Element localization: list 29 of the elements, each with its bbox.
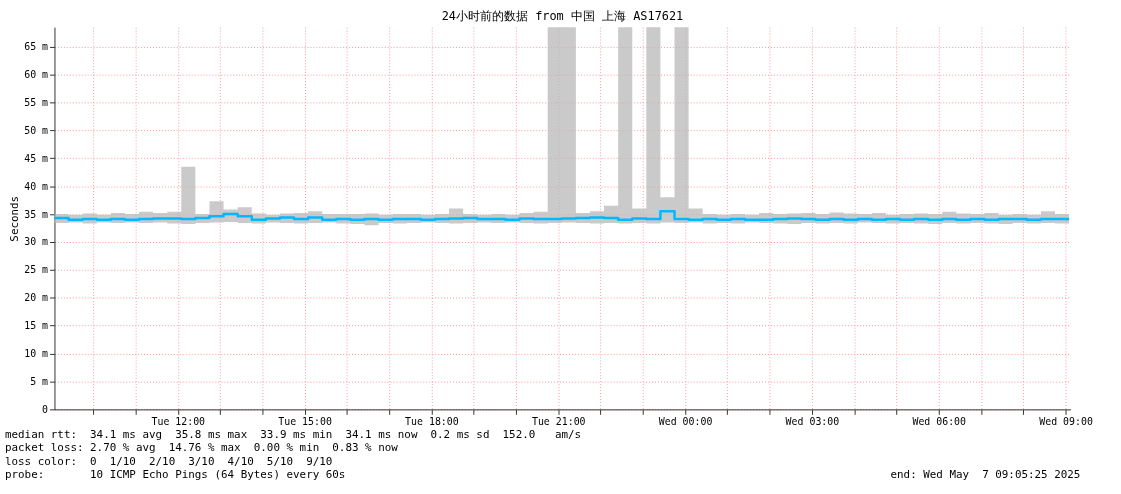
x-tick-label: Tue 12:00 <box>151 415 206 427</box>
chart-title: 24小时前的数据 from 中国 上海 AS17621 <box>441 9 684 24</box>
y-tick-label: 5 m <box>30 375 49 387</box>
y-tick-label: 0 <box>42 403 49 415</box>
y-tick-label: 25 m <box>24 264 49 276</box>
x-tick-label: Tue 21:00 <box>531 415 586 427</box>
y-tick-label: 35 m <box>24 208 49 220</box>
y-tick-label: 30 m <box>24 236 49 248</box>
y-tick-label: 15 m <box>24 320 49 332</box>
x-tick-label: Tue 15:00 <box>278 415 332 427</box>
x-tick-label: Wed 00:00 <box>658 415 713 427</box>
y-tick-label: 65 m <box>24 41 49 53</box>
x-tick-label: Wed 03:00 <box>785 415 840 427</box>
x-tick-label: Wed 06:00 <box>912 415 967 427</box>
x-tick-label: Tue 18:00 <box>405 415 459 427</box>
y-tick-label: 10 m <box>24 348 49 360</box>
text: median rtt: 34.1 ms avg 35.8 ms max 33.9 ms min 34.1 ms now 0.2 ms sd 152.0 am/s <box>4 428 582 442</box>
y-tick-label: 60 m <box>24 69 49 81</box>
y-tick-label: 45 m <box>24 152 49 164</box>
text: probe: 10 ICMP Echo Pings (64 Bytes) every 60s <box>4 468 346 482</box>
y-tick-label: 40 m <box>24 180 49 192</box>
y-tick-label: 50 m <box>24 124 49 136</box>
text: end: Wed May 7 09:05:25 2025 <box>890 468 1081 482</box>
x-tick-label: Wed 09:00 <box>1039 415 1093 427</box>
text: loss color: 0 1/10 2/10 3/10 4/10 5/10 9/10 <box>4 454 333 468</box>
y-axis-title: Seconds <box>8 195 22 242</box>
text: packet loss: 2.70 % avg 14.76 % max 0.00 % min 0.83 % now <box>4 441 399 455</box>
y-tick-label: 20 m <box>24 292 49 304</box>
y-tick-label: 55 m <box>24 96 49 108</box>
